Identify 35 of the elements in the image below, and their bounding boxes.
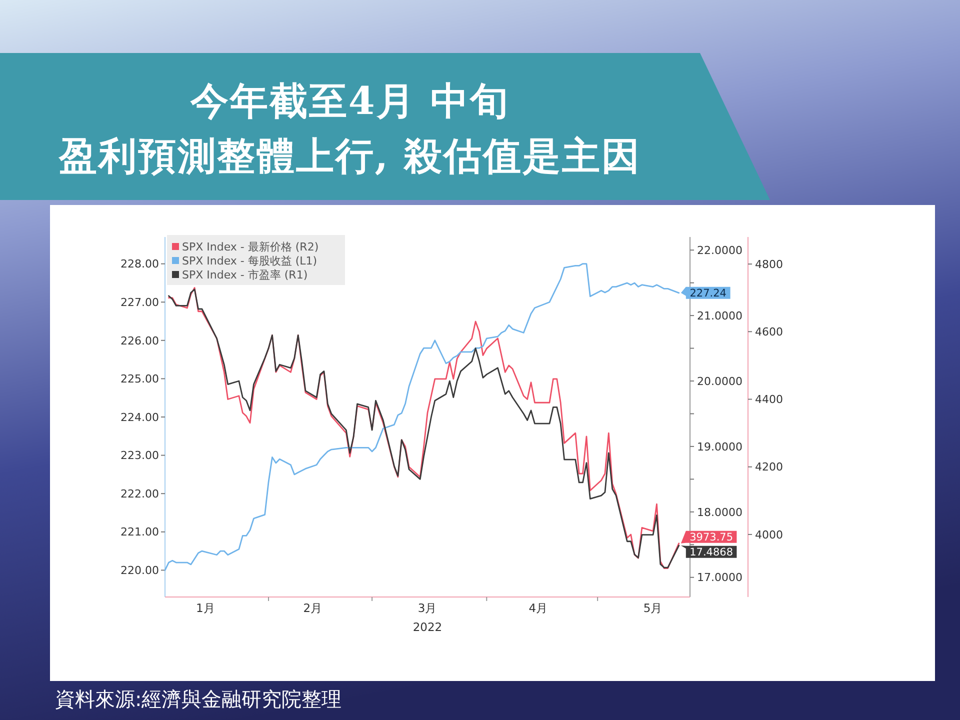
y3-tick-label: 4600 [755, 326, 783, 338]
source-note: 資料來源:經濟與金融研究院整理 [55, 687, 342, 711]
data-label: 17.4868 [690, 546, 734, 559]
y2-tick-label: 21.0000 [697, 309, 742, 322]
y-tick-label: 221.00 [120, 526, 159, 539]
x-tick-label: 2月 [303, 601, 323, 615]
legend-label: SPX Index - 最新价格 (R2) [182, 240, 319, 254]
y2-tick-label: 20.0000 [697, 374, 742, 388]
y-tick-label: 223.00 [120, 449, 159, 462]
x-axis-title: 2022 [412, 620, 442, 634]
y-tick-label: 225.00 [120, 372, 159, 386]
y-tick-label: 227.00 [120, 296, 159, 309]
chart-subtitle: 盈利預測整體上行, 殺估值是主因 [58, 133, 642, 178]
x-tick-label: 4月 [528, 601, 548, 615]
y-tick-label: 228.00 [120, 258, 159, 271]
y3-tick-label: 4400 [755, 393, 783, 406]
legend-label: SPX Index - 市盈率 (R1) [182, 268, 308, 282]
y2-tick-label: 19.0000 [697, 440, 742, 454]
y-tick-label: 220.00 [120, 564, 159, 578]
y3-tick-label: 4000 [755, 528, 783, 542]
y-tick-label: 222.00 [120, 487, 159, 500]
y2-tick-label: 17.0000 [697, 571, 742, 584]
legend-label: SPX Index - 每股收益 (L1) [182, 254, 318, 268]
x-tick-label: 5月 [643, 601, 663, 615]
y3-tick-label: 4800 [755, 258, 783, 271]
y-tick-label: 224.00 [120, 410, 159, 424]
data-label: 227.24 [690, 288, 727, 300]
y2-tick-label: 18.0000 [697, 506, 742, 519]
x-tick-label: 3月 [418, 601, 438, 615]
y3-tick-label: 4200 [755, 460, 783, 474]
x-tick-label: 1月 [196, 601, 216, 615]
chart-title: 今年截至4月 中旬 [189, 78, 510, 123]
y2-tick-label: 22.0000 [697, 244, 742, 257]
data-label: 3973.75 [690, 532, 734, 544]
y-tick-label: 226.00 [120, 334, 159, 348]
